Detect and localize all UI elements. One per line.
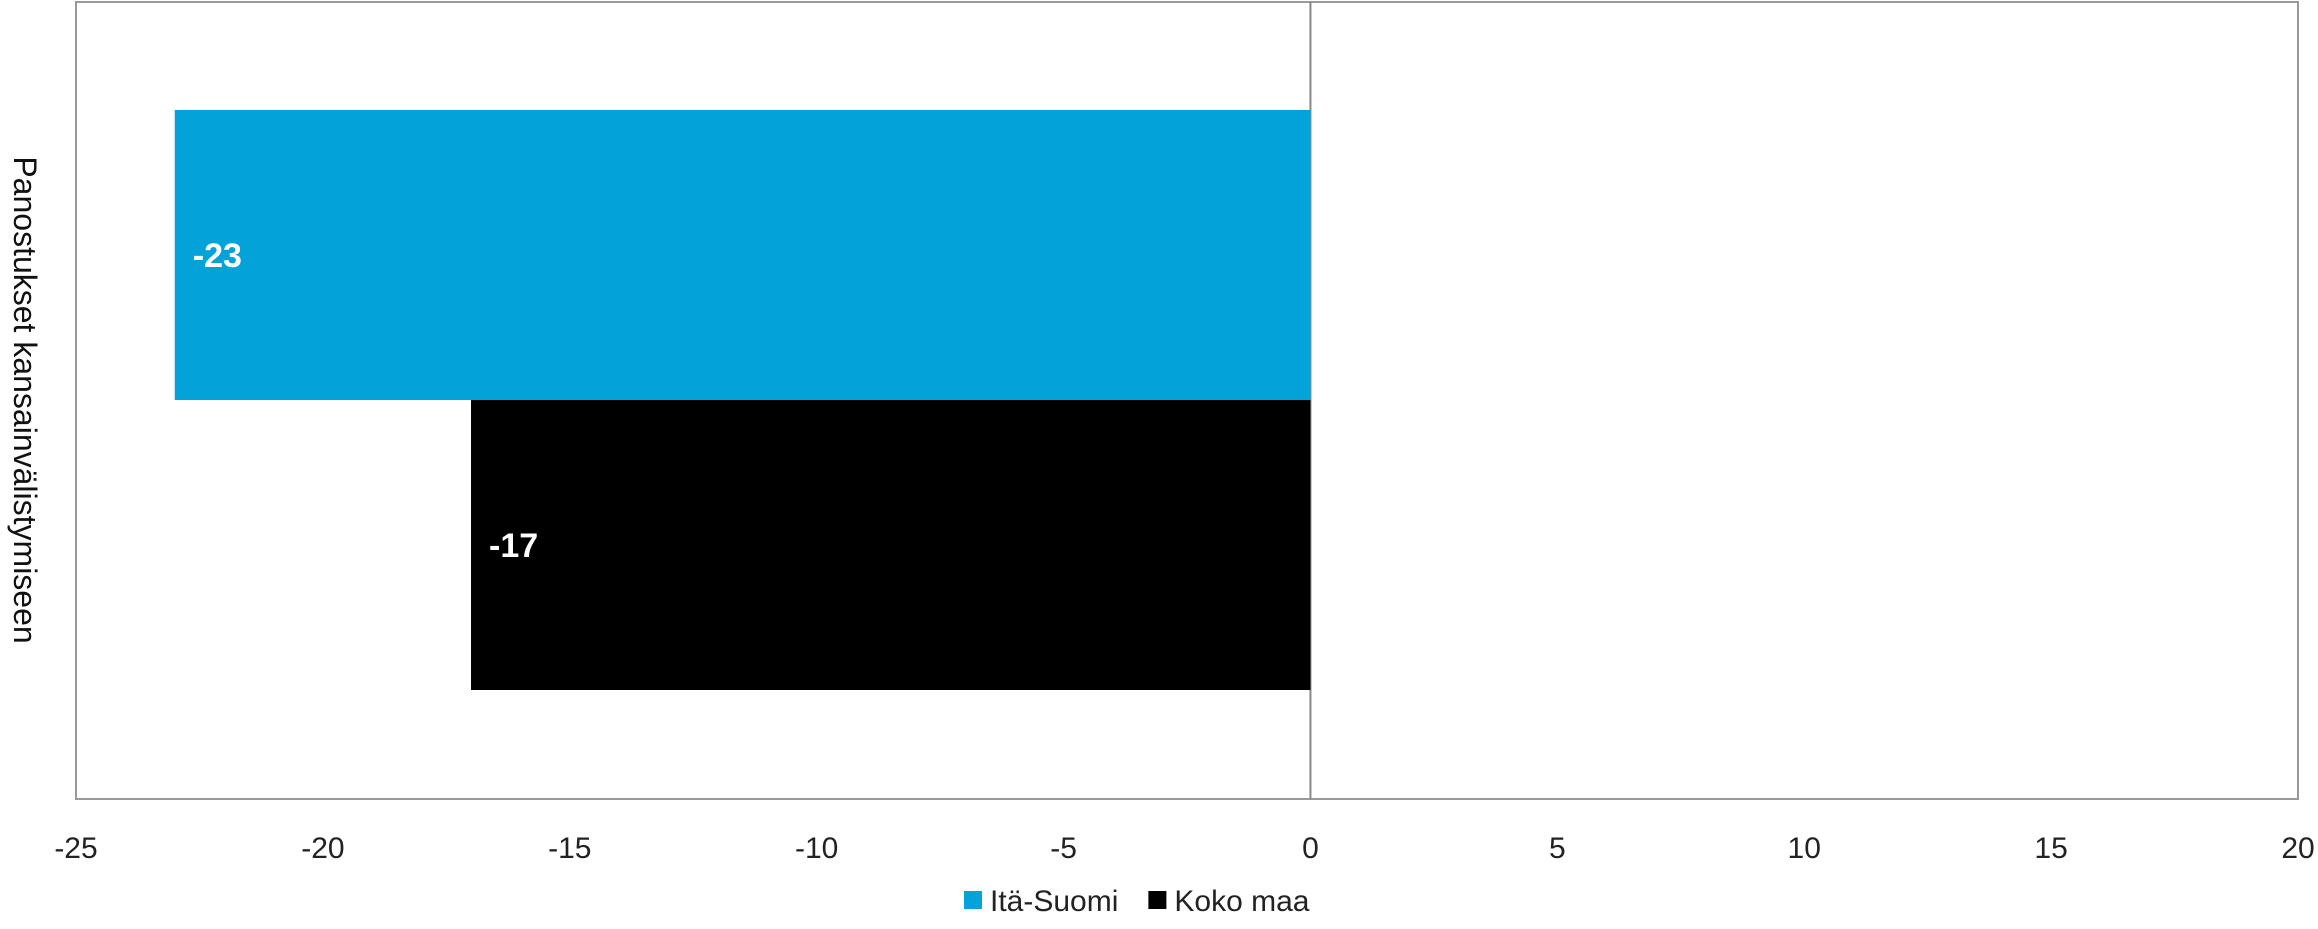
legend-label: Koko maa (1174, 885, 1309, 918)
x-tick-label: 15 (2034, 832, 2067, 865)
x-tick-label: 10 (1788, 832, 1821, 865)
legend-label: Itä-Suomi (990, 885, 1118, 918)
x-tick-label: -15 (548, 832, 591, 865)
data-labels-group: -23 -17 (193, 237, 538, 565)
legend-swatch (964, 891, 982, 909)
x-tick-label: 5 (1549, 832, 1566, 865)
x-axis-tick-labels: -25 -20 -15 -10 -5 0 5 10 15 20 (54, 832, 2314, 865)
data-label-koko-maa: -17 (489, 527, 538, 565)
category-label: Panostukset kansainvälistymiseen (7, 156, 43, 643)
bar-it-suomi (174, 110, 1311, 400)
x-tick-label: -25 (54, 832, 97, 865)
legend: Itä-Suomi Koko maa (964, 885, 1310, 918)
data-label-it-suomi: -23 (193, 237, 242, 275)
bar-koko-maa (471, 400, 1311, 690)
x-tick-label: -20 (301, 832, 344, 865)
x-tick-label: 20 (2281, 832, 2314, 865)
legend-swatch (1148, 891, 1167, 909)
x-tick-label: -5 (1050, 832, 1077, 865)
x-tick-label: -10 (795, 832, 838, 865)
bars-group (174, 110, 1311, 690)
x-tick-label: 0 (1302, 832, 1319, 865)
